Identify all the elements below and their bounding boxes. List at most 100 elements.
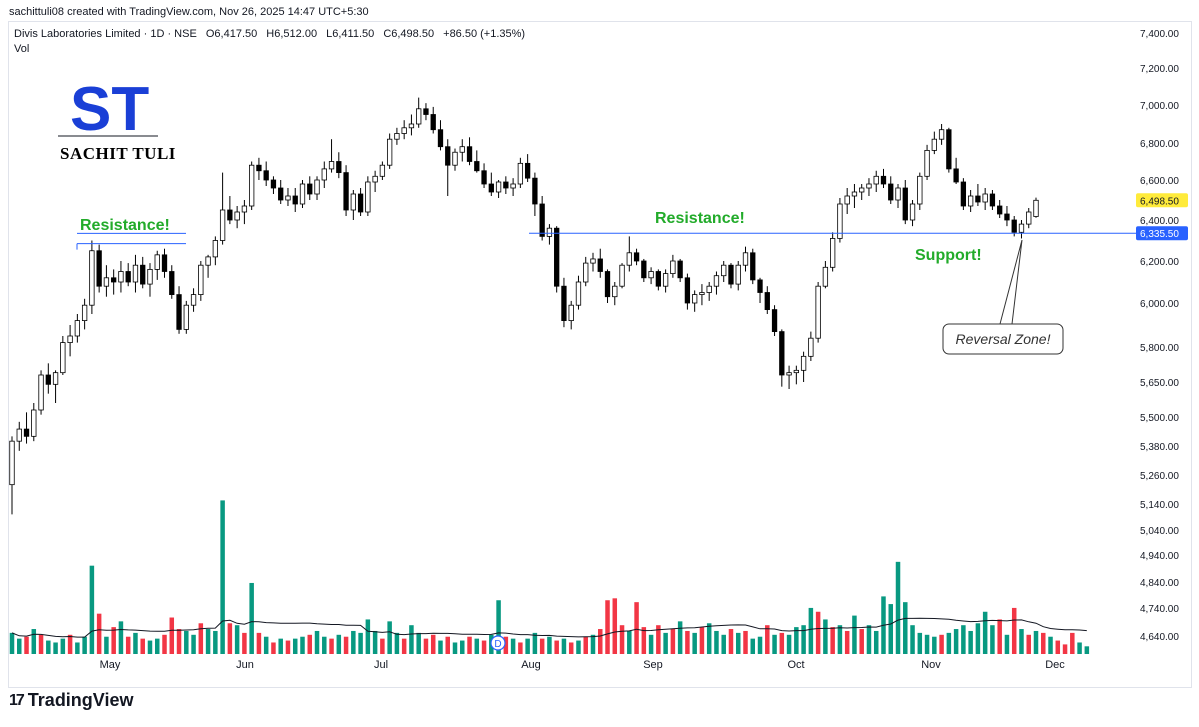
volume-bar	[1070, 632, 1075, 654]
price-tick-label: 6,800.00	[1140, 139, 1179, 150]
volume-bar	[547, 636, 552, 654]
candle-up	[575, 281, 582, 306]
price-chart[interactable]: 7,400.00 7,200.00 7,000.00 6,800.00 6,600.00…	[0, 0, 1199, 690]
volume-bar	[220, 500, 225, 654]
volume-bar	[939, 634, 944, 654]
volume-bar	[728, 629, 734, 654]
volume-bar	[772, 634, 777, 654]
volume-bar	[46, 640, 51, 654]
candle-up	[713, 275, 720, 287]
volume-bar	[162, 634, 167, 654]
candle-down	[23, 428, 30, 437]
volume-bar	[300, 636, 305, 654]
candle-down	[111, 277, 117, 283]
volume-bar	[263, 636, 269, 654]
volume-bar	[1019, 629, 1024, 654]
candle-up	[793, 369, 799, 374]
volume-bar	[612, 598, 618, 654]
volume-bar	[271, 642, 276, 654]
price-tick-label: 4,740.00	[1140, 604, 1179, 615]
current-price-label: 6,498.50	[1140, 196, 1179, 207]
tradingview-logo-icon: 17	[9, 691, 25, 709]
volume-bar	[1077, 642, 1082, 654]
candle-up	[241, 205, 248, 213]
reversal-callout-box	[942, 323, 1064, 355]
candle-up	[583, 262, 589, 283]
volume-bar	[982, 611, 988, 654]
candle-up	[132, 264, 139, 283]
support-price-tag	[1136, 226, 1188, 241]
volume-bar	[735, 632, 741, 654]
volume-bar	[576, 640, 581, 654]
candle-up	[16, 428, 22, 442]
volume-bar	[757, 636, 763, 654]
volume-bar	[627, 630, 632, 654]
candle-up	[408, 123, 415, 129]
candle-down	[597, 258, 603, 272]
candle-up	[830, 238, 836, 268]
candle-down	[960, 181, 967, 207]
candle-down	[307, 183, 313, 195]
candle-up	[205, 256, 211, 266]
candle-down	[140, 264, 146, 285]
resistance-annotation-1: Resistance!	[80, 217, 170, 234]
candle-down	[532, 177, 538, 205]
tradingview-footer[interactable]: 17 TradingView	[9, 690, 134, 711]
current-price-tag	[1136, 193, 1188, 208]
candle-down	[539, 203, 545, 237]
candle-down	[430, 114, 436, 131]
volume-bar	[191, 634, 196, 654]
candle-up	[459, 146, 465, 153]
volume-bar	[888, 604, 894, 654]
candle-down	[554, 227, 560, 287]
candle-up	[924, 149, 930, 177]
volume-bar	[104, 636, 109, 654]
volume-bar	[910, 625, 915, 654]
volume-bar	[96, 613, 102, 654]
volume-bar	[932, 636, 937, 654]
candle-up	[394, 133, 400, 140]
candle-up	[212, 240, 218, 258]
candle-up	[800, 355, 807, 371]
volume-bar	[380, 638, 385, 654]
volume-bar	[1033, 630, 1039, 654]
price-tick-label: 4,940.00	[1140, 551, 1179, 562]
volume-bar	[278, 638, 283, 654]
volume-bar	[423, 638, 429, 654]
candle-up	[851, 191, 858, 197]
volume-legend[interactable]: Vol	[14, 43, 30, 55]
symbol-name[interactable]: Divis Laboratories Limited · 1D · NSE	[14, 28, 197, 40]
volume-bar	[656, 625, 661, 654]
candle-down	[1011, 219, 1017, 233]
brand-name: SACHIT TULI	[60, 144, 176, 163]
candle-down	[750, 252, 756, 281]
time-axis-label: Jun	[236, 659, 254, 671]
volume-bar	[903, 602, 908, 654]
candle-down	[466, 146, 473, 162]
volume-bar	[518, 642, 523, 654]
volume-bar	[786, 634, 792, 654]
volume-bar	[554, 640, 559, 654]
volume-bar	[481, 640, 487, 654]
volume-bar	[1048, 636, 1053, 654]
candle-up	[9, 440, 15, 486]
volume-bar	[430, 634, 436, 654]
volume-bar	[24, 636, 29, 654]
volume-bar	[1041, 632, 1046, 654]
volume-bar	[808, 607, 814, 654]
volume-bar	[750, 638, 756, 654]
candle-up	[721, 264, 727, 277]
candle-down	[641, 260, 647, 279]
candle-up	[808, 337, 814, 357]
volume-bar	[351, 630, 356, 654]
resistance-annotation-2: Resistance!	[655, 210, 745, 227]
legend-open: O6,417.50	[205, 28, 258, 40]
volume-bar	[184, 630, 189, 654]
volume-bar	[242, 632, 247, 654]
legend-change: +86.50 (+1.35%)	[443, 28, 526, 40]
volume-bar	[1062, 644, 1068, 654]
volume-bar	[794, 627, 799, 654]
reversal-zone-annotation: Reversal Zone!	[956, 331, 1051, 347]
candle-up	[401, 127, 407, 134]
price-tick-label: 6,400.00	[1140, 216, 1179, 227]
